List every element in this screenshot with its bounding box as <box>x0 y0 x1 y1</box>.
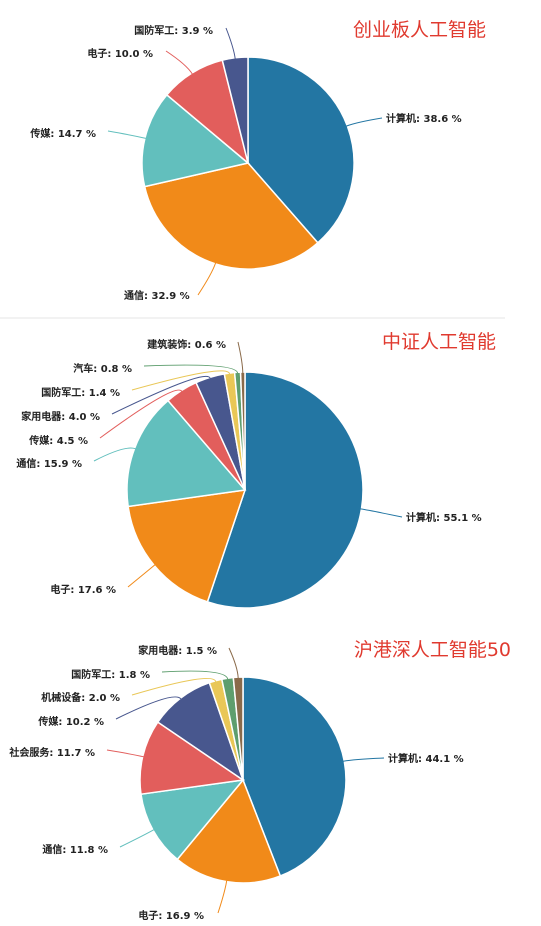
leader-line-3-6 <box>131 677 217 696</box>
leader-line-3-4 <box>106 749 144 758</box>
leader-line-3-7 <box>161 670 229 680</box>
slice-label-2-2: 电子: 17.6 % <box>50 583 116 596</box>
leader-line-3-8 <box>228 647 239 679</box>
slice-label-2-6: 国防军工: 1.4 % <box>41 386 120 399</box>
leader-line-3-2 <box>217 880 228 914</box>
leader-line-1-2 <box>197 262 217 296</box>
leader-line-2-5 <box>111 375 211 415</box>
chart-title-1: 创业板人工智能 <box>353 19 486 41</box>
slice-label-1-5: 国防军工: 3.9 % <box>134 24 213 37</box>
slice-label-2-7: 汽车: 0.8 % <box>73 362 132 375</box>
leader-line-1-1 <box>346 117 383 127</box>
slice-label-1-2: 通信: 32.9 % <box>124 289 190 302</box>
leader-line-2-1 <box>360 508 403 518</box>
leader-line-1-5 <box>225 27 236 59</box>
pie-chart-1: 计算机: 38.6 % 通信: 32.9 % 传媒: 14.7 % 电子: 10.0 … <box>29 24 461 302</box>
leader-line-2-2 <box>127 564 156 588</box>
slice-label-3-3: 通信: 11.8 % <box>42 843 108 856</box>
leader-line-2-4 <box>99 389 183 439</box>
leader-line-1-3 <box>107 130 147 139</box>
leader-line-2-3 <box>93 447 136 462</box>
pie-chart-2: 计算机: 55.1 % 电子: 17.6 % 通信: 15.9 % 传媒: 4.5 %… <box>16 338 482 609</box>
slice-label-3-8: 家用电器: 1.5 % <box>138 644 217 657</box>
leader-line-1-4 <box>165 50 193 75</box>
slice-label-2-5: 家用电器: 4.0 % <box>21 410 100 423</box>
chart-title-2: 中证人工智能 <box>382 331 496 353</box>
slice-label-2-8: 建筑装饰: 0.6 % <box>146 338 226 351</box>
slice-label-3-4: 社会服务: 11.7 % <box>8 746 95 759</box>
slice-label-2-4: 传媒: 4.5 % <box>28 434 88 447</box>
slice-label-3-7: 国防军工: 1.8 % <box>71 668 150 681</box>
slice-label-1-3: 传媒: 14.7 % <box>29 127 96 140</box>
slice-label-2-3: 通信: 15.9 % <box>16 457 82 470</box>
leader-line-2-8 <box>237 341 244 374</box>
leader-line-3-5 <box>115 696 182 720</box>
pie-chart-3: 计算机: 44.1 % 电子: 16.9 % 通信: 11.8 % 社会服务: 11.… <box>8 644 463 922</box>
slice-label-2-1: 计算机: 55.1 % <box>406 511 482 524</box>
slice-label-1-4: 电子: 10.0 % <box>87 47 153 60</box>
leader-line-2-6 <box>131 370 231 391</box>
slice-label-3-2: 电子: 16.9 % <box>138 909 204 922</box>
slice-label-3-5: 传媒: 10.2 % <box>37 715 104 728</box>
slice-label-1-1: 计算机: 38.6 % <box>386 112 462 125</box>
slice-label-3-1: 计算机: 44.1 % <box>388 752 464 765</box>
leader-line-3-1 <box>343 757 385 762</box>
slice-label-3-6: 机械设备: 2.0 % <box>41 691 120 704</box>
chart-title-3: 沪港深人工智能50 <box>354 639 511 661</box>
leader-line-2-7 <box>143 364 239 374</box>
leader-line-3-3 <box>119 829 155 848</box>
